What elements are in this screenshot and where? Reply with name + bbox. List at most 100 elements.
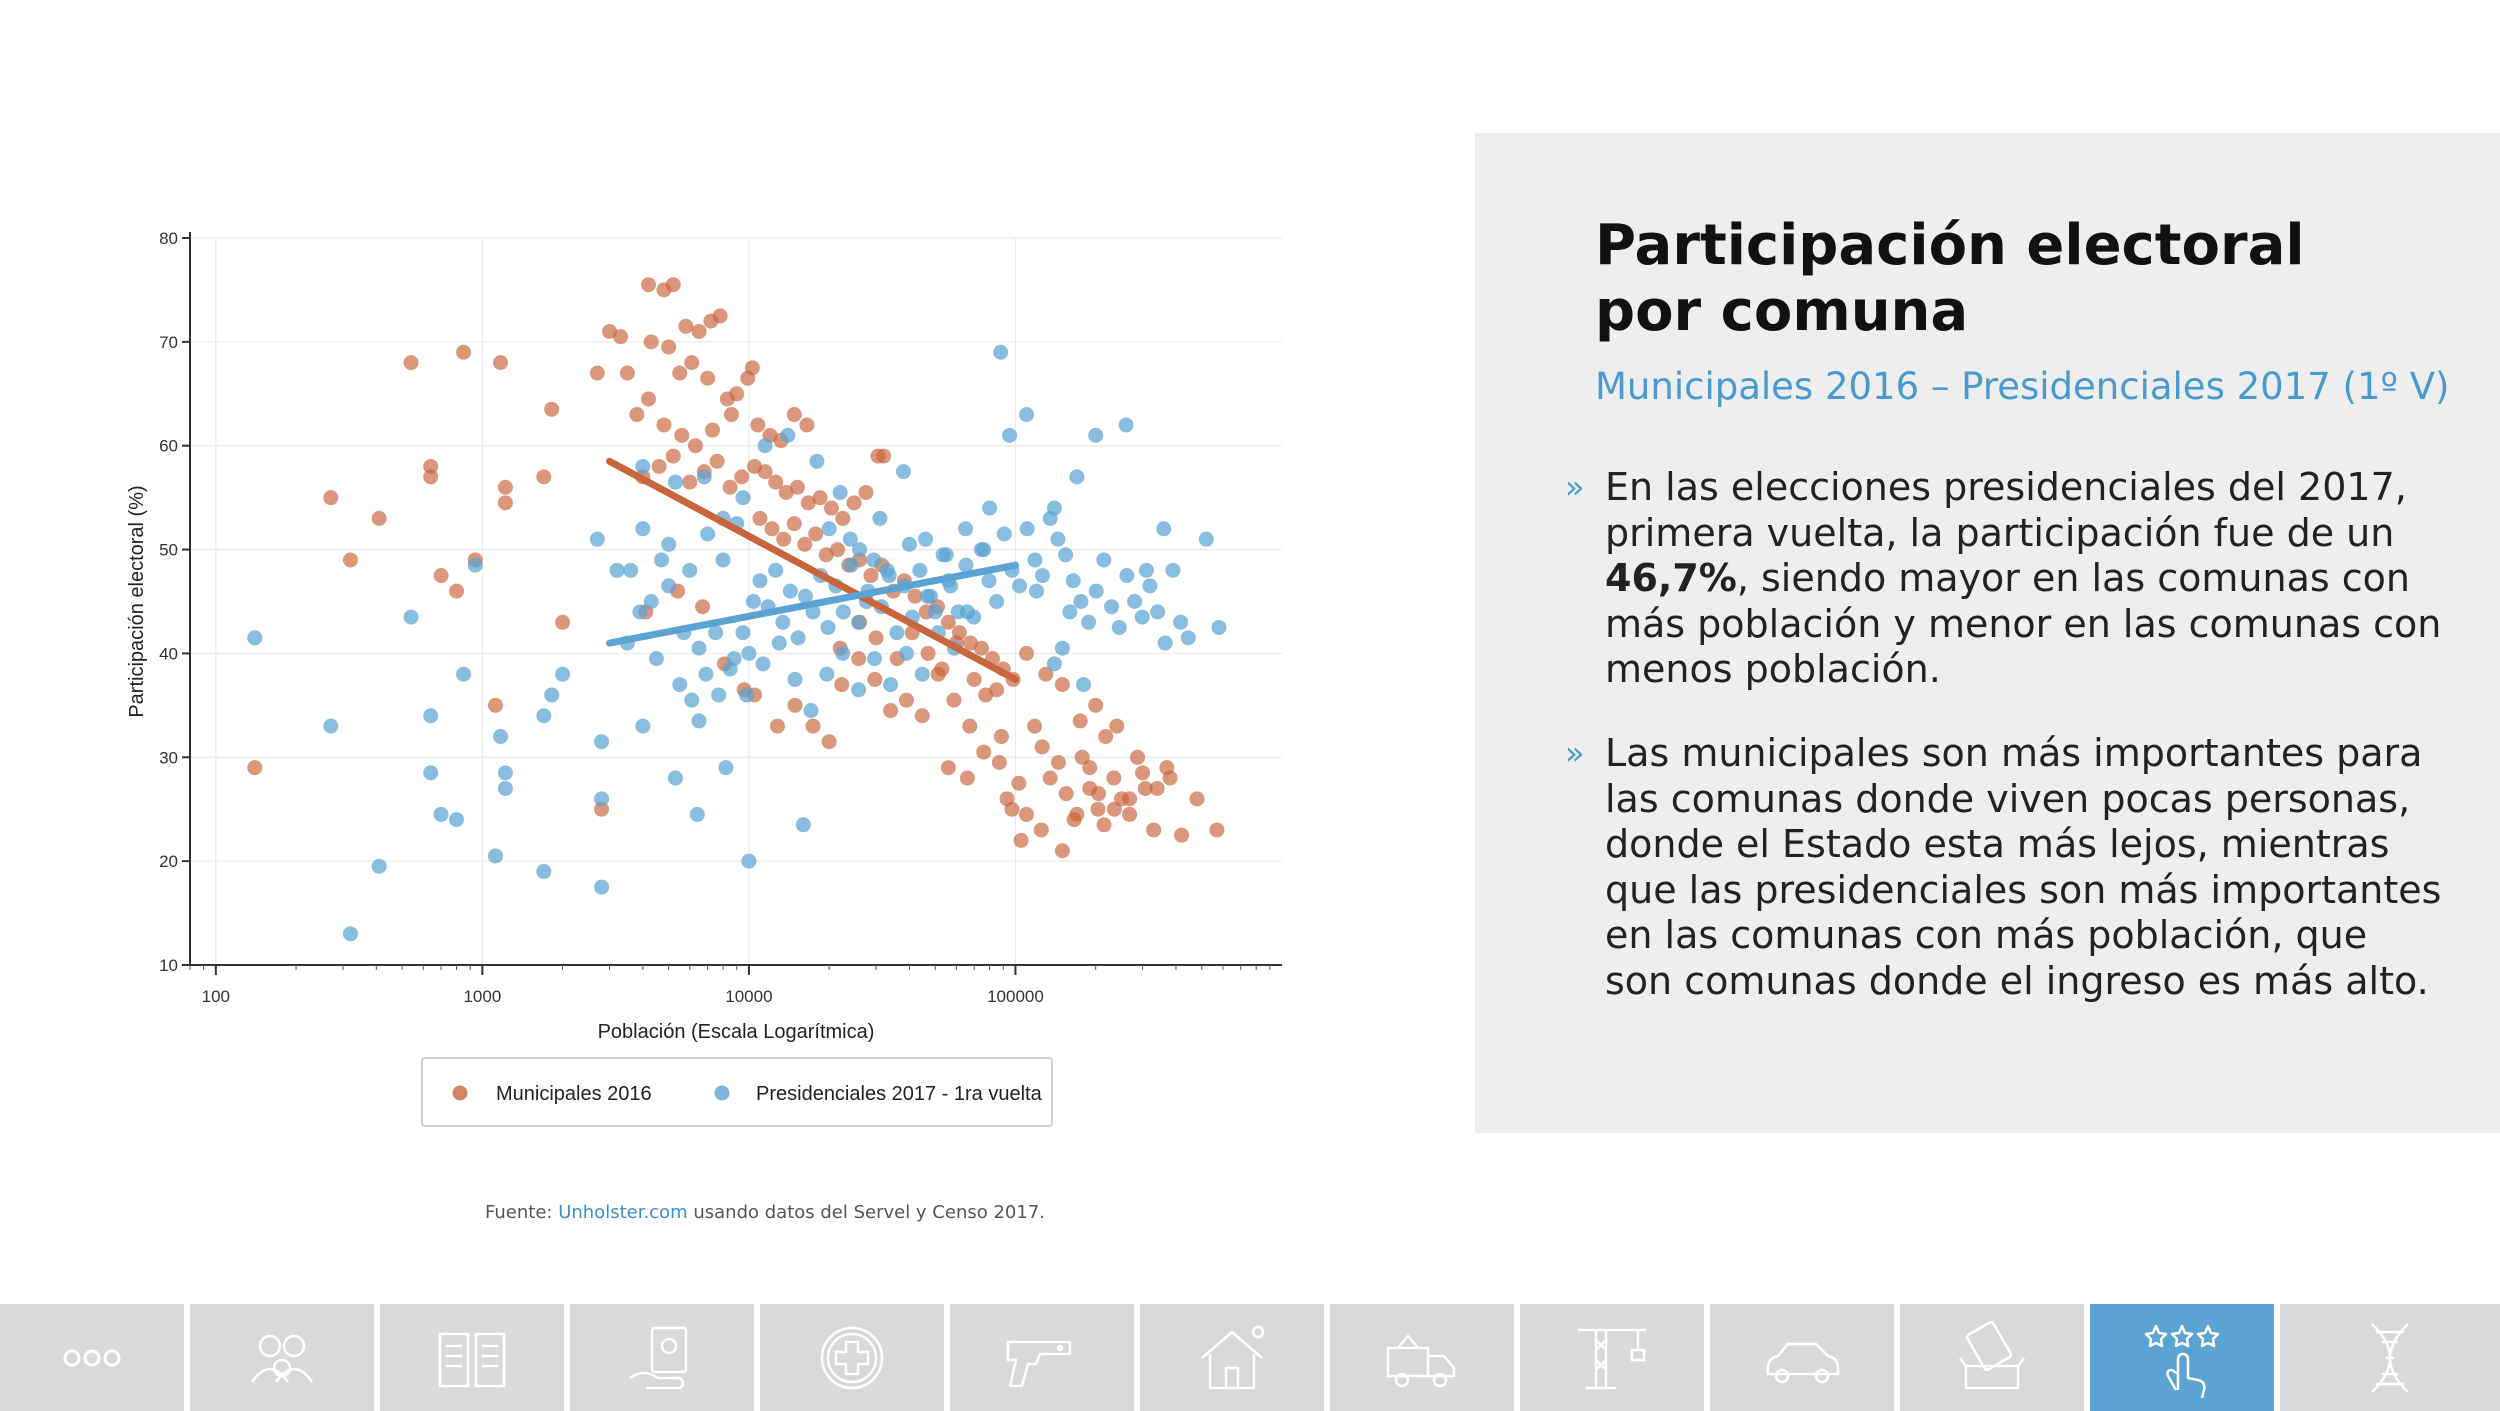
bullet-mark: » xyxy=(1565,468,1585,506)
nav-tile[interactable] xyxy=(190,1304,374,1411)
point-presidenciales xyxy=(922,588,938,604)
point-presidenciales xyxy=(790,630,806,646)
info-panel: Participación electoral por comuna Munic… xyxy=(1475,133,2500,1133)
point-municipales xyxy=(1174,827,1190,843)
point-municipales xyxy=(1004,801,1020,817)
point-municipales xyxy=(883,703,899,719)
source-note: Fuente: Unholster.com usando datos del S… xyxy=(485,1202,1045,1223)
point-presidenciales xyxy=(682,562,698,578)
point-municipales xyxy=(834,677,850,693)
point-presidenciales xyxy=(912,562,928,578)
point-municipales xyxy=(1082,760,1098,776)
point-presidenciales xyxy=(1104,599,1120,615)
point-presidenciales xyxy=(1138,562,1154,578)
point-municipales xyxy=(712,308,728,324)
point-presidenciales xyxy=(745,594,761,609)
point-municipales xyxy=(734,469,750,485)
nav-tile[interactable] xyxy=(0,1304,184,1411)
point-municipales xyxy=(371,510,387,526)
point-municipales xyxy=(1054,843,1070,859)
point-presidenciales xyxy=(918,531,934,547)
point-presidenciales xyxy=(456,666,472,682)
nav-tile[interactable] xyxy=(570,1304,754,1411)
point-presidenciales xyxy=(536,864,552,880)
point-presidenciales xyxy=(1062,604,1078,620)
point-municipales xyxy=(1074,749,1090,765)
point-presidenciales xyxy=(1058,547,1074,563)
point-municipales xyxy=(851,651,867,667)
point-presidenciales xyxy=(403,609,419,625)
point-presidenciales xyxy=(635,718,651,734)
point-presidenciales xyxy=(835,604,851,620)
point-presidenciales xyxy=(996,526,1012,542)
y-tick-label: 40 xyxy=(159,644,178,663)
nav-tile[interactable] xyxy=(1330,1304,1514,1411)
point-presidenciales xyxy=(594,879,610,895)
point-presidenciales xyxy=(247,630,263,646)
point-municipales xyxy=(973,640,989,656)
point-municipales xyxy=(700,370,716,386)
point-presidenciales xyxy=(1127,594,1143,609)
nav-tile[interactable] xyxy=(2280,1304,2500,1411)
point-municipales xyxy=(1090,801,1106,817)
nav-tile[interactable] xyxy=(380,1304,564,1411)
point-municipales xyxy=(704,422,720,438)
point-presidenciales xyxy=(958,557,974,573)
nav-tile[interactable] xyxy=(1710,1304,1894,1411)
point-presidenciales xyxy=(594,734,610,750)
point-presidenciales xyxy=(803,703,819,719)
bullet-text-end: , siendo mayor en las comunas con más po… xyxy=(1605,556,2442,691)
point-municipales xyxy=(613,329,629,345)
point-presidenciales xyxy=(594,791,610,807)
panel-title-line1: Participación electoral xyxy=(1595,213,2305,278)
point-municipales xyxy=(497,495,513,511)
point-presidenciales xyxy=(981,573,997,589)
source-suffix: usando datos del Servel y Censo 2017. xyxy=(687,1202,1045,1223)
point-municipales xyxy=(1098,729,1114,745)
point-municipales xyxy=(800,495,816,511)
point-municipales xyxy=(778,484,794,500)
point-municipales xyxy=(674,427,690,443)
point-presidenciales xyxy=(835,645,851,661)
moving-truck-icon xyxy=(1386,1334,1456,1387)
point-presidenciales xyxy=(1150,604,1166,620)
point-presidenciales xyxy=(1088,583,1104,599)
point-presidenciales xyxy=(696,469,712,485)
point-presidenciales xyxy=(989,594,1005,609)
point-presidenciales xyxy=(1088,427,1104,443)
point-municipales xyxy=(768,474,784,490)
point-presidenciales xyxy=(1035,568,1051,584)
point-municipales xyxy=(629,407,645,423)
nav-tile[interactable] xyxy=(950,1304,1134,1411)
trend-line-presidenciales xyxy=(606,561,1019,647)
legend-box xyxy=(421,1057,1053,1127)
nav-tile[interactable] xyxy=(2090,1304,2274,1411)
point-municipales xyxy=(787,697,803,713)
point-presidenciales xyxy=(1027,552,1043,568)
point-presidenciales xyxy=(700,526,716,542)
point-presidenciales xyxy=(1111,619,1127,635)
point-presidenciales xyxy=(1119,568,1135,584)
nav-tile[interactable] xyxy=(760,1304,944,1411)
point-presidenciales xyxy=(958,521,974,537)
point-presidenciales xyxy=(589,531,605,547)
point-presidenciales xyxy=(323,718,339,734)
y-tick-label: 50 xyxy=(159,541,178,560)
point-municipales xyxy=(934,661,950,677)
source-link[interactable]: Unholster.com xyxy=(558,1202,688,1223)
nav-tile[interactable] xyxy=(1520,1304,1704,1411)
nav-tile[interactable] xyxy=(1900,1304,2084,1411)
point-presidenciales xyxy=(718,760,734,776)
point-municipales xyxy=(786,407,802,423)
point-presidenciales xyxy=(959,604,975,620)
point-municipales xyxy=(709,453,725,469)
bullet-mark: » xyxy=(1565,734,1585,772)
point-municipales xyxy=(594,801,610,817)
point-municipales xyxy=(1069,806,1085,822)
point-presidenciales xyxy=(497,780,513,796)
point-presidenciales xyxy=(1046,656,1062,672)
point-municipales xyxy=(536,469,552,485)
y-tick-label: 70 xyxy=(159,333,178,352)
point-presidenciales xyxy=(780,427,796,443)
nav-tile[interactable] xyxy=(1140,1304,1324,1411)
